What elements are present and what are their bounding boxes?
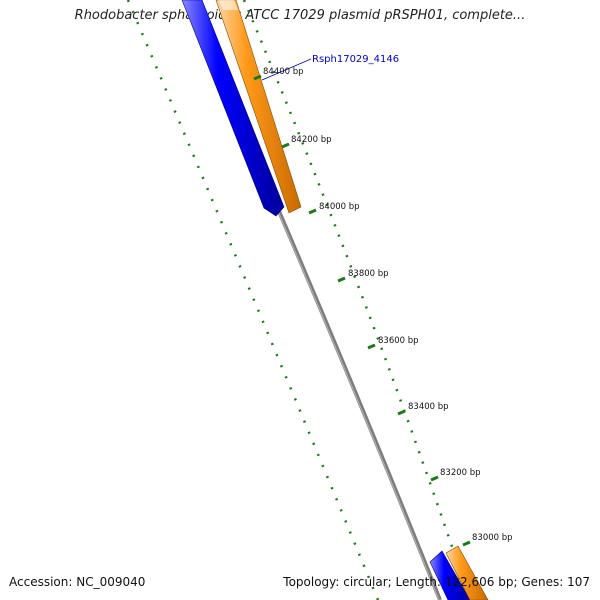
forward-strand-gene-upper-cap [219,0,238,10]
scale-label-84000: 84000 bp [319,202,360,212]
scale-tick-83200 [430,475,439,482]
reverse-strand-gene-upper [181,0,285,217]
scale-tick-84400 [253,74,262,81]
forward-strand-gene-upper [215,0,302,214]
gene-label-rsph17029-4146: Rsph17029_4146 [312,54,399,65]
scale-label-84200: 84200 bp [291,135,332,145]
scale-label-83600: 83600 bp [378,336,419,346]
scale-label-84400: 84400 bp [263,67,304,77]
genome-summary-text: Topology: circular; Length: 122,606 bp; … [283,575,590,589]
scale-tick-83800 [337,276,346,283]
gene-label-leader [261,58,312,81]
scale-tick-83000 [462,540,471,547]
scale-tick-83400 [397,409,406,416]
scale-tick-84200 [281,142,290,149]
scale-label-83200: 83200 bp [440,468,481,478]
scale-label-83000: 83000 bp [472,533,513,543]
reverse-strand-gene-lower [429,550,471,600]
forward-strand-gene-lower [445,545,489,600]
scale-label-83800: 83800 bp [348,269,389,279]
scale-label-83400: 83400 bp [408,402,449,412]
scale-tick-84000 [308,208,317,215]
outer-tick-ring [242,0,472,600]
scale-ticks [253,74,471,547]
accession-text: Accession: NC_009040 [9,575,146,589]
inner-tick-ring [126,0,380,600]
scale-tick-83600 [367,343,376,350]
